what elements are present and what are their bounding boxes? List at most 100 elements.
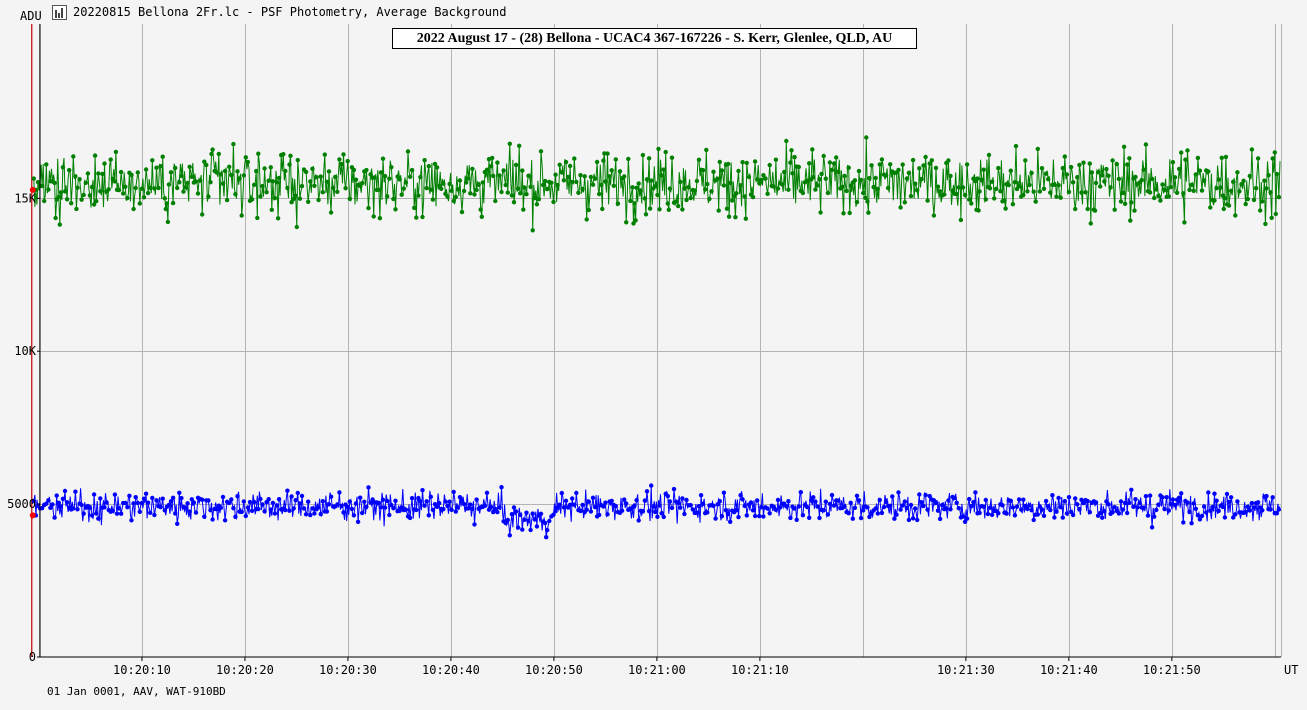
data-point <box>1231 515 1236 520</box>
data-point <box>1156 193 1161 199</box>
data-point <box>730 198 735 203</box>
data-point <box>495 509 500 515</box>
y-tick-label: 15K <box>14 191 36 205</box>
data-point <box>733 215 738 220</box>
data-point <box>397 508 402 513</box>
data-point <box>522 185 527 190</box>
data-point <box>1237 189 1242 194</box>
data-point <box>1170 497 1176 502</box>
data-point <box>1168 501 1174 507</box>
data-point <box>322 152 327 157</box>
app-icon[interactable] <box>52 4 67 20</box>
data-point <box>848 183 853 188</box>
data-point <box>1054 194 1059 199</box>
data-point <box>653 509 658 515</box>
data-point <box>1014 504 1020 509</box>
data-point <box>1093 180 1099 186</box>
data-point <box>954 500 959 505</box>
data-point <box>110 508 116 513</box>
data-point <box>314 175 319 180</box>
data-point <box>484 167 490 172</box>
data-point <box>418 174 423 180</box>
data-point <box>152 186 157 191</box>
data-point <box>1160 495 1165 500</box>
data-point <box>800 513 806 518</box>
data-point <box>56 500 61 505</box>
data-point <box>682 511 687 517</box>
data-point <box>586 499 591 504</box>
data-point <box>274 180 280 185</box>
data-point <box>1160 182 1165 187</box>
data-point <box>716 208 721 213</box>
data-point <box>73 174 78 179</box>
data-point <box>902 499 907 504</box>
data-point <box>247 499 253 505</box>
data-point <box>723 508 729 513</box>
data-point <box>917 492 922 497</box>
data-point <box>1208 508 1213 513</box>
data-point <box>235 494 240 499</box>
data-point <box>459 209 465 215</box>
data-point <box>173 165 178 171</box>
x-tick-labels: 10:20:10 10:20:20 10:20:30 10:20:40 10:20:50… <box>113 657 1201 677</box>
data-point <box>353 501 359 506</box>
data-point <box>898 507 903 512</box>
data-point <box>900 162 905 167</box>
data-point <box>1062 499 1068 504</box>
axes: ADU UT <box>20 9 1298 677</box>
data-point <box>592 504 598 510</box>
data-point <box>590 495 596 500</box>
data-point <box>1260 508 1265 513</box>
data-point <box>628 198 633 204</box>
data-point <box>883 499 889 505</box>
data-point <box>1241 178 1246 183</box>
data-point <box>821 153 826 159</box>
data-point <box>1222 196 1228 201</box>
data-point <box>906 517 912 523</box>
y-tick-label: 10K <box>14 344 36 358</box>
data-point <box>1156 502 1161 507</box>
data-point <box>646 156 652 161</box>
data-point <box>929 158 934 163</box>
data-point <box>567 502 573 507</box>
window-title: 20220815 Bellona 2Fr.lc - PSF Photometry… <box>73 5 507 19</box>
data-point <box>1006 182 1011 188</box>
data-point <box>896 167 901 173</box>
data-point <box>288 153 293 158</box>
data-point <box>948 173 953 179</box>
chart-title: 2022 August 17 - (28) Bellona - UCAC4 36… <box>392 28 917 49</box>
data-point <box>969 201 974 206</box>
data-point <box>160 496 165 501</box>
data-point <box>96 171 101 176</box>
data-point <box>688 503 693 508</box>
data-point <box>91 492 97 497</box>
data-point <box>1068 164 1074 170</box>
data-point <box>294 224 299 230</box>
data-point <box>532 196 537 201</box>
data-point <box>495 160 500 165</box>
data-point <box>1149 176 1155 182</box>
data-point <box>1270 495 1275 500</box>
data-point <box>69 201 74 206</box>
data-point <box>308 512 313 518</box>
data-point <box>946 498 951 503</box>
data-point <box>1264 186 1269 191</box>
data-point <box>605 151 610 156</box>
data-point <box>856 498 862 503</box>
data-point <box>1048 507 1053 513</box>
data-point <box>318 511 323 517</box>
data-point <box>630 185 635 190</box>
data-point <box>420 488 425 493</box>
data-point <box>543 520 548 526</box>
data-point <box>798 490 803 495</box>
data-point <box>389 502 394 508</box>
data-point <box>1070 512 1076 518</box>
data-point <box>597 512 602 518</box>
data-point <box>505 190 510 195</box>
data-point <box>245 159 251 165</box>
data-point <box>1008 498 1013 503</box>
data-point <box>1012 513 1018 518</box>
data-point <box>624 501 629 506</box>
data-point <box>243 155 248 160</box>
